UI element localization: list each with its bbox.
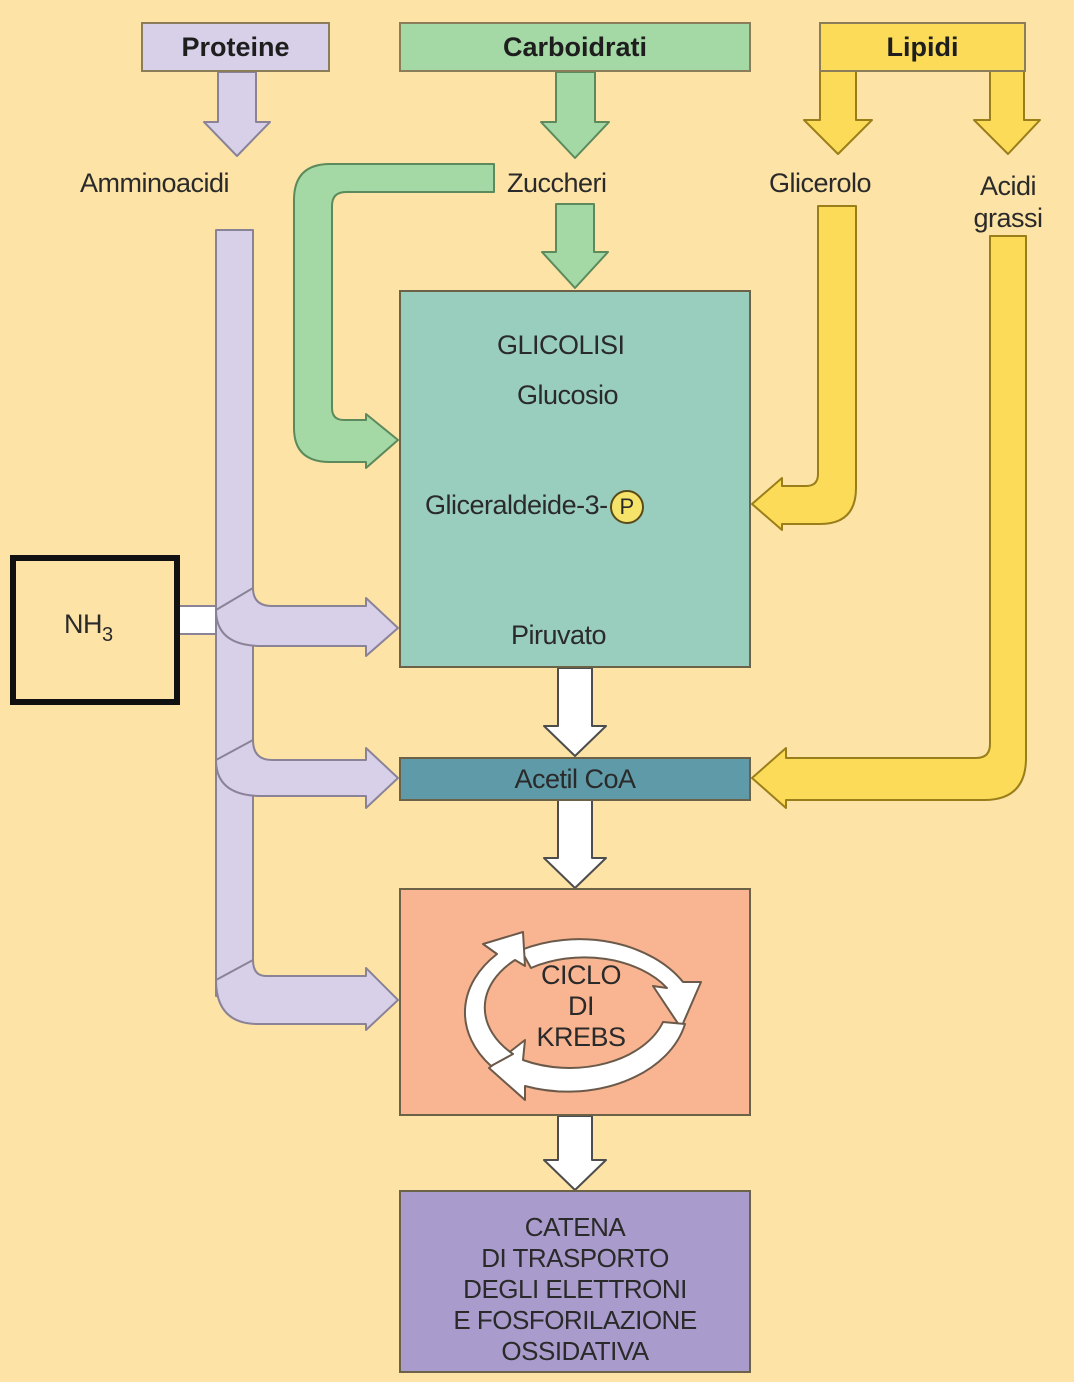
acetyl-coa-label: Acetil CoA [514,763,636,794]
piruvato-arrow [543,667,607,757]
krebs-arrow-2 [488,1021,686,1101]
protein-down-arrow [203,71,271,157]
piruvato-label: Piruvato [511,620,607,650]
glycolysis-box: GLICOLISI Glucosio Gliceraldeide-3- P Pir… [399,290,751,668]
header-carboidrati: Carboidrati [399,22,751,72]
lipid-arrows [751,69,1041,809]
label-acidi-grassi: Acidi grassi [955,170,1061,234]
zuccheri-to-glycolysis-arrow [293,163,495,469]
label-zuccheri: Zuccheri [507,168,607,198]
krebs-to-etc-arrow [543,1115,607,1191]
phosphate-icon: P [609,490,644,524]
protein-to-acetyl-arrow [215,739,399,809]
protein-to-krebs-arrow [215,959,399,1031]
gliceraldeide-label: Gliceraldeide-3- P [425,490,644,524]
glucosio-label: Glucosio [517,380,619,410]
etc-label: CATENA DI TRASPORTO DEGLI ELETTRONI E FO… [401,1212,749,1367]
etc-box: CATENA DI TRASPORTO DEGLI ELETTRONI E FO… [399,1190,751,1373]
krebs-arrow-3 [463,931,526,1067]
lipid-fork [803,69,1041,155]
krebs-label: CICLO DI KREBS [511,960,651,1053]
nh3-label: NH3 [64,609,113,646]
header-carboidrati-label: Carboidrati [502,31,648,62]
header-proteine-label: Proteine [181,31,290,62]
krebs-line2: DI [568,991,595,1021]
label-glicerolo: Glicerolo [769,168,872,198]
carbohydrate-arrows [293,71,610,469]
header-proteine: Proteine [141,22,330,72]
glycolysis-title: GLICOLISI [497,330,625,360]
etc-line5: OSSIDATIVA [501,1336,649,1366]
protein-to-glycolysis-arrow [215,587,399,657]
nh3-sub: 3 [102,624,113,646]
glicerolo-to-glycolysis-arrow [751,205,857,531]
acetyl-coa-box: Acetil CoA [399,757,751,801]
protein-arrows [149,71,399,1031]
etc-line2: DI TRASPORTO [481,1243,669,1273]
nh3-main: NH [64,609,103,639]
header-lipidi: Lipidi [819,22,1026,72]
acidi-to-acetyl-arrow [751,235,1027,809]
krebs-box: CICLO DI KREBS [399,888,751,1116]
acetyl-arrow [543,799,607,889]
header-lipidi-label: Lipidi [886,31,959,62]
carb-down-arrow [540,71,610,159]
etc-line4: E FOSFORILAZIONE [453,1305,697,1335]
krebs-arrow-1 [520,938,702,1029]
etc-line3: DEGLI ELETTRONI [463,1274,687,1304]
gliceraldeide-text: Gliceraldeide-3- [425,490,608,521]
krebs-line1: CICLO [540,960,622,990]
krebs-line3: KREBS [536,1022,626,1052]
label-acidi-line2: grassi [973,203,1043,233]
nh3-box: NH3 [10,555,180,705]
label-acidi-line1: Acidi [979,171,1037,201]
zuccheri-down-arrow [541,203,609,289]
etc-line1: CATENA [524,1212,626,1242]
label-amminoacidi: Amminoacidi [80,168,230,198]
krebs-cycle-ring [463,931,702,1101]
